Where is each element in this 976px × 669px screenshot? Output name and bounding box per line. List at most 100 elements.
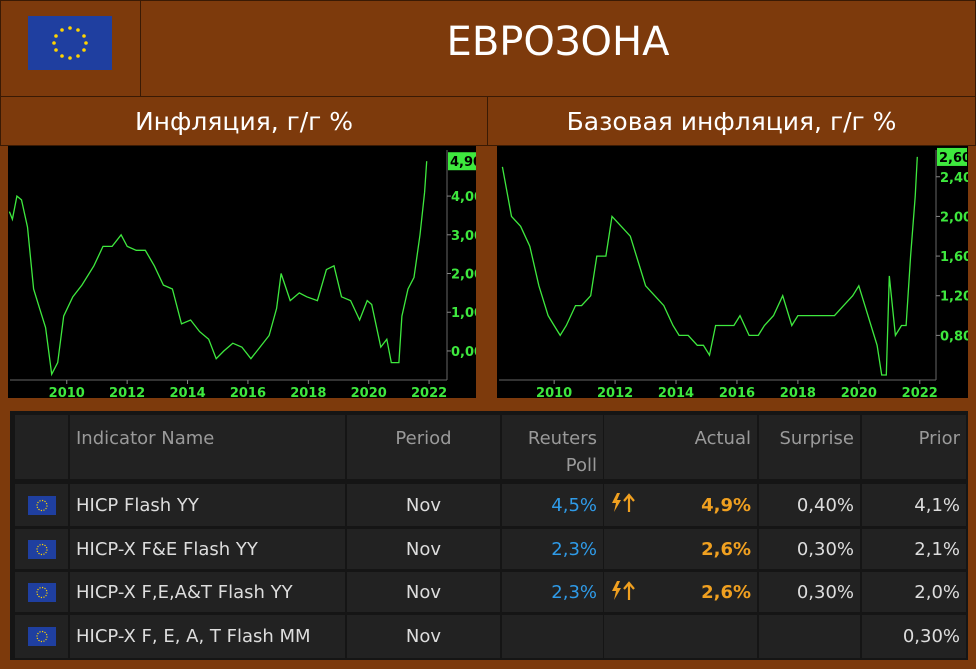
chart-title: Инфляция, г/г % bbox=[134, 107, 354, 136]
table-cell: HICP-X F, E, A, T Flash MM bbox=[70, 615, 345, 658]
table-cell: 2,6% bbox=[604, 529, 757, 569]
flag-icon bbox=[27, 627, 56, 646]
cell-text: 4,9% bbox=[701, 494, 751, 516]
table-cell: HICP-X F&E Flash YY bbox=[70, 529, 345, 569]
x-tick-label: 2010 bbox=[49, 386, 85, 398]
table-cell bbox=[759, 615, 860, 658]
table-cell: 0,30% bbox=[862, 615, 966, 658]
cell-text: 0,40% bbox=[796, 494, 854, 516]
cell-text: 4,1% bbox=[914, 494, 960, 516]
y-tick-label: 3,00 bbox=[451, 229, 476, 244]
table-cell: Nov bbox=[347, 484, 500, 526]
cell-text: HICP-X F, E, A, T Flash MM bbox=[76, 626, 311, 647]
data-table: Indicator Name Period Reuters Poll Actual Su… bbox=[10, 411, 968, 660]
x-tick-label: 2020 bbox=[351, 386, 387, 398]
column-header: Surprise bbox=[779, 428, 854, 449]
table-cell: 2,1% bbox=[862, 529, 966, 569]
table-cell: 0,40% bbox=[759, 484, 860, 526]
column-header: Prior bbox=[918, 428, 960, 449]
x-tick-label: 2012 bbox=[109, 386, 145, 398]
table-cell: 2,6% bbox=[604, 572, 757, 612]
chart-title: Базовая инфляция, г/г % bbox=[566, 107, 897, 136]
column-header: Actual bbox=[694, 428, 751, 449]
x-tick-label: 2022 bbox=[411, 386, 447, 398]
last-value-label: 4,90 bbox=[450, 155, 476, 170]
y-tick-label: 0,80 bbox=[940, 329, 968, 344]
table-cell bbox=[604, 615, 757, 658]
cell-text: 2,3% bbox=[551, 538, 597, 560]
cell-text: 0,30% bbox=[796, 538, 854, 560]
flag-icon bbox=[27, 539, 56, 559]
table-cell: HICP Flash YY bbox=[70, 484, 345, 526]
y-tick-label: 1,00 bbox=[451, 306, 476, 321]
eu-flag bbox=[28, 16, 112, 70]
page-title: ЕВРОЗОНА bbox=[446, 19, 670, 65]
column-header: Reuters Poll bbox=[527, 428, 597, 476]
table-cell: Nov bbox=[347, 529, 500, 569]
x-tick-label: 2016 bbox=[719, 386, 755, 398]
table-cell bbox=[15, 484, 68, 526]
y-tick-label: 0,00 bbox=[451, 345, 476, 360]
table-cell: Nov bbox=[347, 615, 500, 658]
flag-icon bbox=[27, 582, 56, 602]
table-cell: 4,1% bbox=[862, 484, 966, 526]
cell-text: Nov bbox=[405, 538, 442, 560]
cell-text: Nov bbox=[405, 494, 442, 516]
table-cell: 2,0% bbox=[862, 572, 966, 612]
cell-text: HICP-X F,E,A&T Flash YY bbox=[76, 581, 293, 603]
x-tick-label: 2018 bbox=[780, 386, 816, 398]
cell-text: Nov bbox=[405, 626, 442, 647]
x-tick-label: 2020 bbox=[841, 386, 877, 398]
x-tick-label: 2014 bbox=[169, 386, 205, 398]
table-cell: 0,30% bbox=[759, 572, 860, 612]
x-tick-label: 2010 bbox=[536, 386, 572, 398]
chart-panel: 0,00 1,00 2,00 3,00 4,00 2010 2012 2014 2016 2018… bbox=[8, 146, 483, 401]
cell-text: HICP-X F&E Flash YY bbox=[76, 538, 258, 560]
cell-text: 2,1% bbox=[914, 538, 960, 560]
table-cell bbox=[15, 572, 68, 612]
cell-text: 0,30% bbox=[796, 581, 854, 603]
alert-icon bbox=[612, 493, 635, 512]
y-tick-label: 2,40 bbox=[940, 171, 968, 186]
table-cell bbox=[502, 615, 603, 658]
line-series bbox=[8, 161, 428, 377]
y-tick-label: 1,60 bbox=[940, 250, 968, 265]
cell-text: 2,6% bbox=[701, 538, 751, 560]
cell-text: Nov bbox=[405, 581, 442, 603]
header-cell: Prior bbox=[862, 415, 966, 479]
alert-icon bbox=[612, 581, 635, 600]
flag-icon bbox=[27, 495, 56, 515]
header-cell: Reuters Poll bbox=[502, 415, 603, 479]
flag-box bbox=[0, 0, 141, 97]
last-value-label: 2,60 bbox=[939, 151, 968, 166]
table-cell: 4,9% bbox=[604, 484, 757, 526]
last-value-box bbox=[937, 147, 967, 166]
header-cell: Indicator Name bbox=[70, 415, 345, 479]
x-tick-label: 2012 bbox=[597, 386, 633, 398]
cell-text: 0,30% bbox=[902, 626, 960, 647]
subtitle-box: Базовая инфляция, г/г % bbox=[487, 96, 976, 146]
table-cell: 4,5% bbox=[502, 484, 603, 526]
y-tick-label: 1,20 bbox=[940, 290, 968, 305]
header-cell: Surprise bbox=[759, 415, 860, 479]
table-cell: 0,30% bbox=[759, 529, 860, 569]
cell-text: 2,0% bbox=[914, 581, 960, 603]
last-value-box bbox=[448, 152, 478, 171]
chart-panel: 0,80 1,20 1,60 2,00 2,40 2010 2012 2014 2016 2018… bbox=[497, 146, 972, 401]
chart: 0,00 1,00 2,00 3,00 4,00 2010 2012 2014 2016 2018… bbox=[8, 150, 483, 401]
y-tick-label: 2,00 bbox=[451, 268, 476, 283]
header-cell: Actual bbox=[604, 415, 757, 479]
x-tick-label: 2018 bbox=[290, 386, 326, 398]
x-tick-label: 2014 bbox=[658, 386, 694, 398]
cell-text: 4,5% bbox=[551, 494, 597, 516]
table-cell: HICP-X F,E,A&T Flash YY bbox=[70, 572, 345, 612]
y-tick-label: 2,00 bbox=[940, 210, 968, 225]
cell-text: HICP Flash YY bbox=[76, 494, 199, 516]
table-cell bbox=[15, 529, 68, 569]
cell-text: 2,6% bbox=[701, 581, 751, 603]
x-tick-label: 2022 bbox=[902, 386, 938, 398]
y-tick-label: 4,00 bbox=[451, 190, 476, 205]
column-header: Period bbox=[395, 428, 452, 449]
subtitle-box: Инфляция, г/г % bbox=[0, 96, 488, 146]
